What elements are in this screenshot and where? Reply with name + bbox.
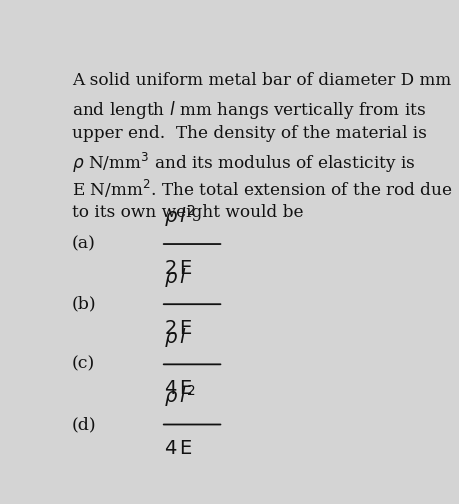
Text: $\rho\, l$: $\rho\, l$ xyxy=(164,266,187,289)
Text: upper end.  The density of the material is: upper end. The density of the material i… xyxy=(72,125,425,142)
Text: to its own weight would be: to its own weight would be xyxy=(72,204,302,221)
Text: (a): (a) xyxy=(72,235,95,253)
Text: (c): (c) xyxy=(72,356,95,373)
Text: and length $l$ mm hangs vertically from its: and length $l$ mm hangs vertically from … xyxy=(72,98,425,120)
Text: (d): (d) xyxy=(72,416,96,433)
Text: $\rho\, l^2$: $\rho\, l^2$ xyxy=(164,203,196,228)
Text: E N/mm$^2$. The total extension of the rod due: E N/mm$^2$. The total extension of the r… xyxy=(72,178,451,200)
Text: $2\,\mathrm{E}$: $2\,\mathrm{E}$ xyxy=(164,260,193,278)
Text: $2\,\mathrm{E}$: $2\,\mathrm{E}$ xyxy=(164,320,193,338)
Text: $4\,\mathrm{E}$: $4\,\mathrm{E}$ xyxy=(164,440,193,458)
Text: $\rho\, l^2$: $\rho\, l^2$ xyxy=(164,383,196,409)
Text: $\rho\, l$: $\rho\, l$ xyxy=(164,326,187,349)
Text: (b): (b) xyxy=(72,296,96,312)
Text: $\rho$ N/mm$^3$ and its modulus of elasticity is: $\rho$ N/mm$^3$ and its modulus of elast… xyxy=(72,151,414,175)
Text: A solid uniform metal bar of diameter D mm: A solid uniform metal bar of diameter D … xyxy=(72,72,450,89)
Text: $4\,\mathrm{E}$: $4\,\mathrm{E}$ xyxy=(164,380,193,398)
